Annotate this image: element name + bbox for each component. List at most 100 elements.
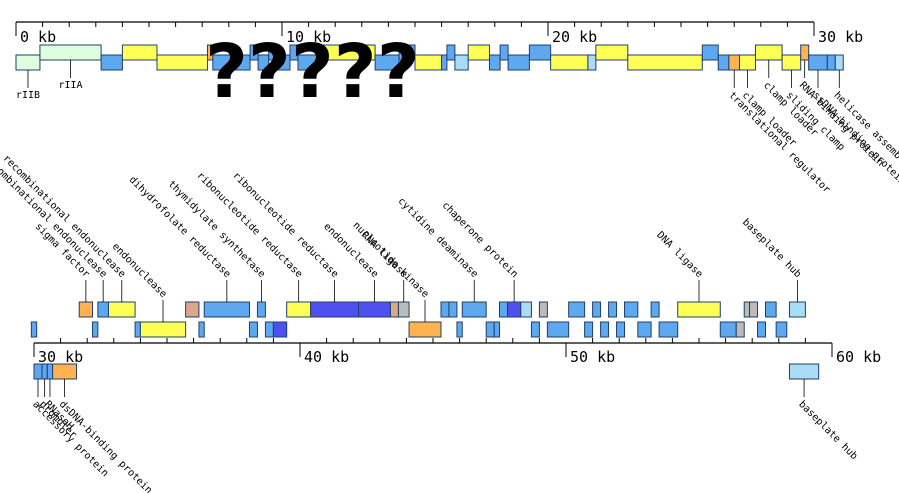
gene-block bbox=[743, 301, 751, 318]
question-marks-overlay: ????? bbox=[205, 29, 420, 115]
gene-block bbox=[658, 321, 679, 338]
gene-block bbox=[808, 54, 828, 71]
gene-block bbox=[735, 321, 745, 338]
gene-block bbox=[600, 321, 610, 338]
gene-label: rIIB bbox=[16, 90, 40, 101]
gene-block bbox=[728, 54, 741, 71]
gene-label: baseplate hub bbox=[740, 217, 803, 280]
gene-block bbox=[268, 44, 278, 61]
gene-block bbox=[520, 301, 532, 318]
gene-label: DNA ligase bbox=[654, 230, 704, 280]
gene-block bbox=[249, 44, 259, 61]
gene-block bbox=[739, 54, 756, 71]
gene-block bbox=[297, 54, 320, 71]
gene-label: recombinational endonuclease bbox=[0, 153, 127, 280]
gene-block bbox=[441, 54, 448, 71]
gene-block bbox=[788, 363, 820, 380]
gene-block bbox=[264, 321, 274, 338]
gene-label: baseplate hub bbox=[796, 399, 859, 462]
gene-block bbox=[749, 301, 759, 318]
genome-track-60-90kb: accessory proteinpromoterRNaseHdsDNA-bin… bbox=[30, 363, 859, 493]
gene-block bbox=[530, 321, 540, 338]
gene-block bbox=[584, 321, 594, 338]
gene-block bbox=[397, 301, 410, 318]
gene-block bbox=[248, 321, 258, 338]
gene-block bbox=[499, 301, 508, 318]
gene-block bbox=[781, 54, 802, 71]
gene-block bbox=[834, 54, 844, 71]
gene-block bbox=[488, 54, 501, 71]
gene-block bbox=[592, 301, 602, 318]
gene-block bbox=[92, 321, 99, 338]
gene-block bbox=[677, 301, 721, 318]
gene-block bbox=[272, 321, 288, 338]
gene-block bbox=[701, 44, 719, 61]
gene-block bbox=[650, 301, 660, 318]
gene-block bbox=[276, 54, 291, 71]
gene-block bbox=[30, 321, 38, 338]
gene-block bbox=[456, 321, 463, 338]
gene-block bbox=[257, 54, 270, 71]
gene-block bbox=[97, 301, 109, 318]
gene-block bbox=[493, 321, 500, 338]
gene-block bbox=[506, 301, 522, 318]
gene-block bbox=[185, 301, 200, 318]
gene-block bbox=[717, 54, 730, 71]
gene-block bbox=[616, 321, 626, 338]
axis-kb-label: 10 kb bbox=[286, 28, 331, 46]
gene-block bbox=[139, 321, 187, 338]
axis-kb-label: 20 kb bbox=[552, 28, 597, 46]
gene-block bbox=[461, 301, 487, 318]
genome-track-0-30kb: 0 kb 10 kb 20 kb 30 kbrIIBrIIAtranslational… bbox=[15, 21, 899, 196]
gene-block bbox=[207, 44, 214, 61]
gene-block bbox=[765, 301, 777, 318]
gene-block bbox=[440, 301, 450, 318]
gene-block bbox=[608, 301, 618, 318]
gene-block bbox=[156, 54, 209, 71]
gene-block bbox=[318, 44, 376, 61]
gene-block bbox=[41, 363, 48, 380]
gene-block bbox=[467, 44, 490, 61]
gene-block bbox=[826, 54, 836, 71]
gene-block bbox=[398, 44, 416, 61]
gene-block bbox=[538, 301, 548, 318]
axis-kb-label: 30 kb bbox=[818, 28, 863, 46]
gene-block bbox=[448, 301, 458, 318]
gene-block bbox=[289, 44, 299, 61]
gene-block bbox=[499, 44, 509, 61]
gene-block bbox=[568, 301, 586, 318]
gene-block bbox=[627, 54, 703, 71]
axis-kb-label: 60 kb bbox=[836, 348, 881, 366]
gene-block bbox=[46, 363, 54, 380]
gene-block bbox=[33, 363, 43, 380]
gene-block bbox=[546, 321, 570, 338]
gene-block bbox=[446, 44, 456, 61]
gene-block bbox=[408, 321, 442, 338]
gene-block bbox=[757, 321, 767, 338]
gene-label: cytidine deaminase bbox=[395, 196, 479, 280]
gene-block bbox=[788, 301, 806, 318]
gene-block bbox=[775, 321, 788, 338]
gene-label: chaperone protein bbox=[440, 200, 520, 280]
gene-block bbox=[595, 44, 629, 61]
gene-block bbox=[286, 301, 312, 318]
gene-block bbox=[52, 363, 78, 380]
axis-kb-label: 50 kb bbox=[570, 348, 615, 366]
axis-kb-label: 30 kb bbox=[38, 348, 83, 366]
axis-kb-label: 40 kb bbox=[304, 348, 349, 366]
gene-block bbox=[212, 54, 251, 71]
gene-block bbox=[637, 321, 652, 338]
gene-block bbox=[310, 301, 360, 318]
gene-block bbox=[134, 321, 141, 338]
gene-block bbox=[587, 54, 597, 71]
gene-block bbox=[100, 54, 123, 71]
gene-block bbox=[389, 301, 399, 318]
gene-block bbox=[624, 301, 639, 318]
gene-block bbox=[203, 301, 250, 318]
gene-block bbox=[198, 321, 205, 338]
gene-block bbox=[800, 44, 810, 61]
gene-block bbox=[374, 54, 400, 71]
gene-block bbox=[550, 54, 589, 71]
